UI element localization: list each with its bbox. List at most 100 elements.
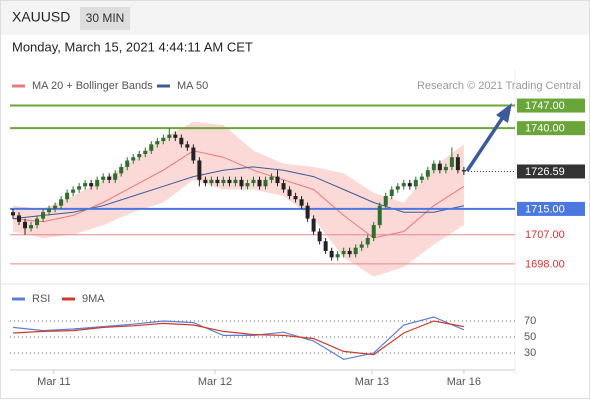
candle-body xyxy=(179,137,184,145)
candle-body xyxy=(35,218,40,226)
candle-body xyxy=(131,157,136,161)
candle-body xyxy=(215,179,220,184)
candle-body xyxy=(377,205,382,226)
legend-label: 9MA xyxy=(82,293,105,305)
interval-button[interactable] xyxy=(80,7,130,30)
candle-body xyxy=(95,179,100,187)
candle-body xyxy=(329,250,334,258)
candle-body xyxy=(167,134,172,138)
candle-body xyxy=(245,183,250,187)
level-label: 1698.00 xyxy=(525,258,565,270)
candle-body xyxy=(11,212,16,216)
candle-body xyxy=(143,150,148,154)
level-tag xyxy=(517,201,585,216)
x-tick-label: Mar 13 xyxy=(355,376,389,388)
candle-body xyxy=(323,241,328,251)
candle-body xyxy=(341,250,346,255)
x-tick-label: Mar 11 xyxy=(37,376,70,388)
candle-body xyxy=(227,179,232,184)
candle-body xyxy=(305,205,310,219)
level-label: 1747.00 xyxy=(525,100,565,112)
candle-body xyxy=(203,179,208,184)
candle-body xyxy=(335,254,340,258)
candle-body xyxy=(413,179,418,187)
price-tag xyxy=(517,164,585,179)
candle-body xyxy=(155,141,160,145)
source-note: Research © 2021 Trading Central xyxy=(417,80,581,92)
candle-body xyxy=(137,154,142,158)
y-tick-label: 30 xyxy=(524,347,536,359)
candle-body xyxy=(209,179,214,184)
candle-body xyxy=(47,208,52,213)
candle-body xyxy=(191,147,196,161)
forecast-arrow xyxy=(465,103,512,172)
candle-body xyxy=(149,144,154,151)
candle-body xyxy=(113,173,118,180)
candle-body xyxy=(371,225,376,238)
candle-body xyxy=(239,179,244,187)
candle-body xyxy=(83,183,88,187)
candle-body xyxy=(53,205,58,209)
candle-body xyxy=(449,157,454,167)
candle-body xyxy=(269,176,274,180)
arrow-shaft xyxy=(465,116,505,172)
interval[interactable]: 30 MIN xyxy=(86,11,125,25)
level-label: 1715.00 xyxy=(525,203,565,215)
candle-body xyxy=(353,247,358,255)
candle-body xyxy=(125,160,130,167)
candle-body xyxy=(71,189,76,193)
candle-body xyxy=(77,186,82,190)
candle-body xyxy=(101,176,106,180)
level-tag xyxy=(517,121,585,136)
candle-body xyxy=(119,166,124,174)
candle-body xyxy=(425,170,430,177)
candle-body xyxy=(389,189,394,196)
legend-label: RSI xyxy=(32,293,50,305)
candle-body xyxy=(41,212,46,219)
y-tick-label: 50 xyxy=(524,331,536,343)
candle-body xyxy=(17,215,22,222)
candle-body xyxy=(89,183,94,187)
candle-body xyxy=(185,144,190,148)
candle-body xyxy=(263,179,268,187)
x-tick-label: Mar 12 xyxy=(198,376,232,388)
y-tick-label: 70 xyxy=(524,315,536,327)
candle-body xyxy=(419,176,424,180)
candle-body xyxy=(461,170,466,172)
candle-body xyxy=(299,199,304,206)
arrow-head xyxy=(496,103,512,123)
candle-body xyxy=(107,176,112,180)
candle-body xyxy=(431,163,436,171)
candle-body xyxy=(23,221,28,229)
candle-body xyxy=(317,231,322,242)
candle-body xyxy=(359,244,364,248)
x-tick-label: Mar 16 xyxy=(447,376,481,388)
candle-body xyxy=(275,176,280,184)
candle-body xyxy=(281,183,286,190)
legend-label: MA 50 xyxy=(177,80,208,92)
bollinger-band xyxy=(13,121,464,277)
candle-body xyxy=(347,250,352,255)
candle-body xyxy=(251,179,256,184)
candle-body xyxy=(233,179,238,184)
candle-body xyxy=(197,160,202,180)
legend-label: MA 20 + Bollinger Bands xyxy=(32,80,153,92)
candle-body xyxy=(443,166,448,171)
price-label: 1726.59 xyxy=(525,166,565,178)
candle-body xyxy=(455,157,460,171)
candle-body xyxy=(65,192,70,200)
series-line xyxy=(12,320,465,356)
candle-body xyxy=(287,189,292,196)
level-label: 1740.00 xyxy=(525,123,565,135)
candle-body xyxy=(437,163,442,171)
datetime: Monday, March 15, 2021 4:44:11 AM CET xyxy=(12,39,253,54)
candle-body xyxy=(383,196,388,206)
candle-body xyxy=(365,238,370,245)
candle-body xyxy=(173,134,178,138)
level-tag xyxy=(517,98,585,113)
candle-body xyxy=(29,225,34,229)
candle-body xyxy=(401,183,406,187)
candle-body xyxy=(59,199,64,206)
symbol: XAUUSD xyxy=(12,9,70,25)
